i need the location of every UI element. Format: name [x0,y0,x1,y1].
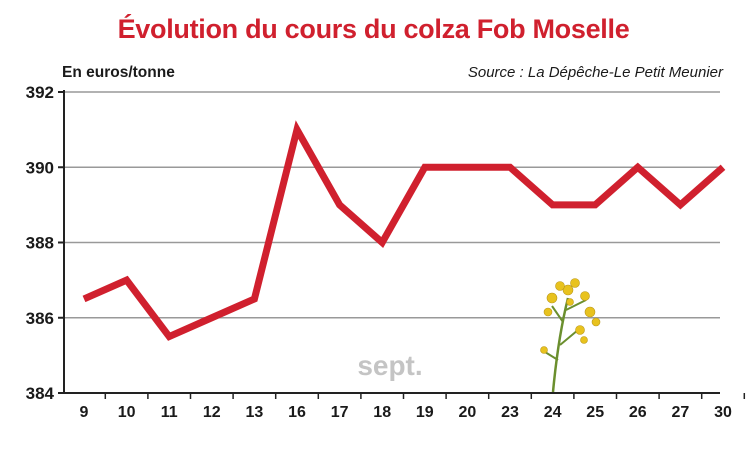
chart-title: Évolution du cours du colza Fob Moselle [117,14,630,44]
source-label: Source : La Dépêche-Le Petit Meunier [467,64,723,81]
x-tick-label: 13 [246,404,264,421]
x-tick-label: 11 [161,404,178,421]
month-label: sept. [357,350,422,381]
y-axis-unit-label: En euros/tonne [62,64,175,81]
x-tick-label: 24 [544,404,562,421]
y-tick-label: 386 [26,309,54,328]
x-tick-label: 17 [331,404,349,421]
x-tick-label: 27 [672,404,690,421]
y-tick-label: 388 [26,234,54,253]
axis-layer [58,90,746,399]
x-tick-label: 10 [118,404,136,421]
x-tick-label: 16 [288,404,306,421]
x-tick-label: 30 [714,404,732,421]
y-tick-labels: 384 386 388 390 392 [26,83,55,403]
price-series-line [82,120,726,341]
x-tick-label: 26 [629,404,647,421]
x-tick-label: 19 [416,404,434,421]
grid-layer [64,91,720,319]
x-tick-label: 23 [501,404,519,421]
x-tick-label: 9 [80,404,89,421]
x-tick-labels: 9 10 11 12 13 16 17 18 19 20 23 24 25 26 27 30 [80,404,732,421]
y-tick-label: 390 [26,158,54,177]
x-tick-label: 18 [373,404,391,421]
data-points [83,129,724,337]
x-tick-label: 25 [586,404,604,421]
x-tick-label: 12 [203,404,221,421]
y-tick-label: 384 [26,384,55,403]
rapeseed-flower-icon [540,278,601,393]
y-tick-label: 392 [26,83,54,102]
x-tick-label: 20 [459,404,477,421]
